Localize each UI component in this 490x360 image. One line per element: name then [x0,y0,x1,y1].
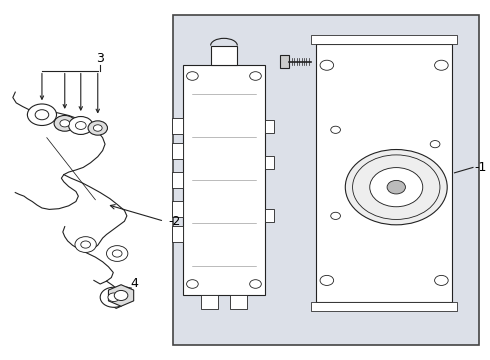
Text: -2: -2 [168,215,180,228]
Bar [172,201,183,217]
Bar [265,210,274,222]
Polygon shape [108,285,134,306]
Circle shape [108,293,120,302]
Circle shape [430,140,440,148]
Circle shape [54,116,75,131]
Bar [211,45,237,65]
Circle shape [69,117,93,134]
Circle shape [331,126,341,134]
Circle shape [81,241,91,248]
Circle shape [106,246,128,261]
Circle shape [88,121,107,135]
Circle shape [320,60,334,70]
Circle shape [435,60,448,70]
Circle shape [114,291,128,301]
Bar [172,143,183,159]
Circle shape [250,72,261,80]
Circle shape [75,122,86,130]
Bar [311,302,457,311]
Bar [172,226,183,242]
Circle shape [250,280,261,288]
Bar [230,295,247,309]
Circle shape [435,275,448,285]
Circle shape [387,180,405,194]
Circle shape [60,120,70,127]
Circle shape [370,168,423,207]
Circle shape [100,287,127,307]
Bar [265,120,274,133]
Text: 4: 4 [130,278,138,291]
Text: -1: -1 [474,161,487,174]
Bar [172,172,183,188]
Bar [280,55,290,68]
Bar [316,44,452,302]
Circle shape [75,237,97,252]
Text: 3: 3 [96,51,104,64]
Bar [311,35,457,44]
Bar [173,15,479,345]
Bar [265,156,274,168]
Circle shape [187,280,198,288]
Circle shape [331,212,341,220]
Circle shape [112,250,122,257]
Circle shape [320,275,334,285]
Circle shape [27,104,56,126]
Circle shape [94,125,102,131]
Bar [183,65,265,295]
Bar [201,295,218,309]
Circle shape [345,149,447,225]
Bar [172,118,183,134]
Circle shape [187,72,198,80]
Circle shape [35,110,49,120]
